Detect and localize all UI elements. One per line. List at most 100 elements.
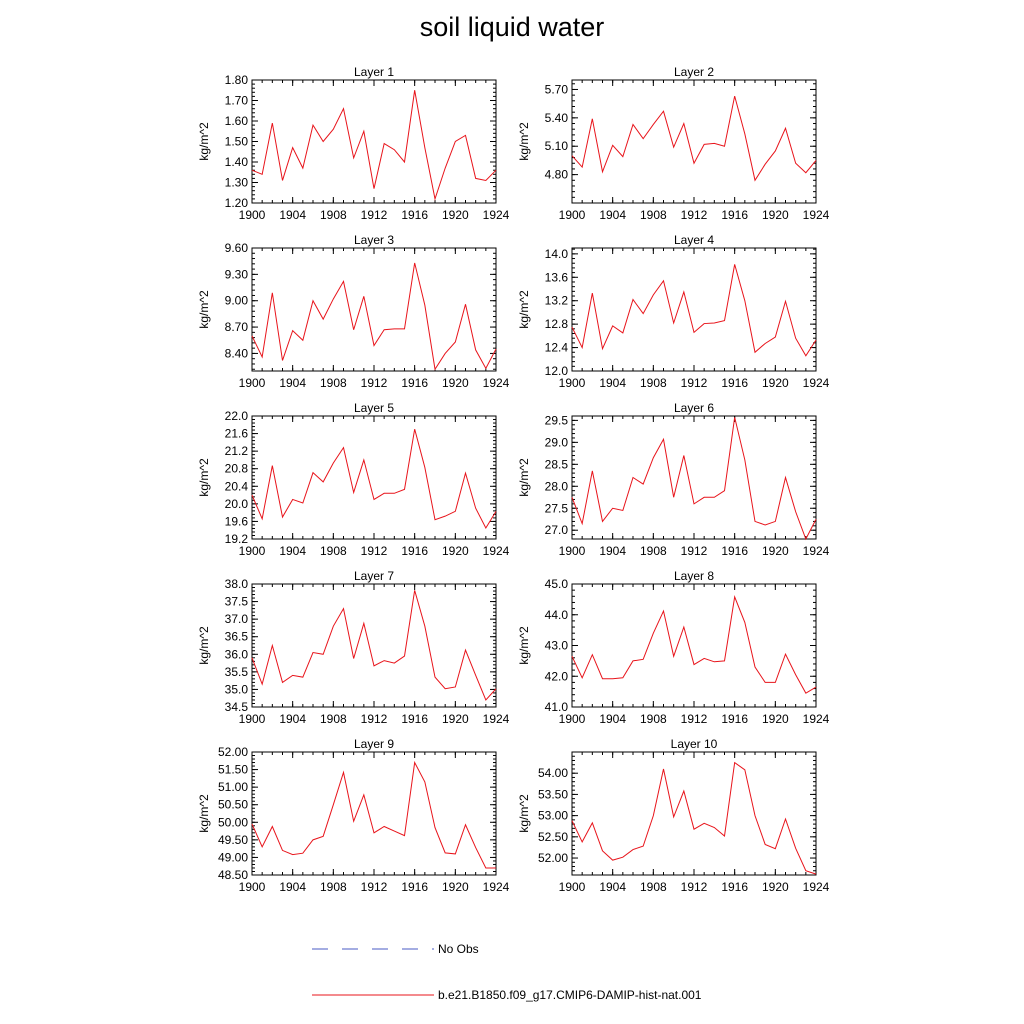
x-tick-label: 1900 — [559, 544, 586, 558]
x-tick-label: 1920 — [762, 208, 789, 222]
x-tick-label: 1912 — [681, 544, 708, 558]
y-axis-label: kg/m^2 — [197, 290, 211, 329]
x-tick-label: 1924 — [483, 712, 510, 726]
y-tick-label: 45.0 — [545, 577, 569, 591]
panel-layer-8: Layer 8 1900 1904 1908 1912 1916 1920 1924 41.0 4… — [517, 569, 830, 726]
x-tick-label: 1900 — [559, 880, 586, 894]
x-tick-label: 1900 — [239, 880, 266, 894]
panel-title: Layer 1 — [354, 65, 394, 79]
panel-title: Layer 7 — [354, 569, 394, 583]
x-tick-label: 1908 — [640, 208, 667, 222]
plot-frame — [251, 247, 497, 372]
y-tick-label: 29.5 — [545, 413, 569, 427]
y-tick-label: 5.70 — [545, 82, 569, 96]
panel-layer-9: Layer 9 1900 1904 1908 1912 1916 1920 1924 48.50… — [197, 737, 510, 894]
panel-layer-10: Layer 10 1900 1904 1908 1912 1916 1920 1924 52.0… — [517, 737, 830, 894]
x-tick-label: 1924 — [483, 544, 510, 558]
plot-frame — [571, 583, 817, 708]
y-tick-label: 37.0 — [225, 612, 249, 626]
x-tick-label: 1924 — [803, 208, 830, 222]
x-tick-label: 1916 — [721, 712, 748, 726]
x-tick-label: 1916 — [721, 544, 748, 558]
y-axis-label: kg/m^2 — [517, 458, 531, 497]
y-tick-label: 53.50 — [538, 787, 568, 801]
x-tick-label: 1920 — [442, 712, 469, 726]
series-line — [251, 429, 497, 530]
panel-title: Layer 4 — [674, 233, 714, 247]
series-line — [571, 95, 817, 182]
y-tick-label: 52.00 — [218, 745, 248, 759]
y-tick-label: 52.00 — [538, 851, 568, 865]
y-tick-label: 1.60 — [225, 114, 249, 128]
x-tick-label: 1908 — [320, 712, 347, 726]
x-tick-label: 1908 — [640, 544, 667, 558]
y-tick-label: 49.50 — [218, 833, 248, 847]
x-tick-label: 1904 — [279, 712, 306, 726]
plot-frame — [251, 415, 497, 540]
y-tick-label: 49.00 — [218, 850, 248, 864]
x-tick-label: 1908 — [640, 712, 667, 726]
panel-title: Layer 3 — [354, 233, 394, 247]
y-tick-label: 1.40 — [225, 155, 249, 169]
y-tick-label: 13.6 — [545, 270, 569, 284]
y-tick-label: 19.2 — [225, 532, 249, 546]
x-tick-label: 1900 — [559, 712, 586, 726]
x-tick-label: 1920 — [762, 544, 789, 558]
series-line — [571, 417, 817, 541]
panel-layer-7: Layer 7 1900 1904 1908 1912 1916 1920 1924 34.5 3… — [197, 569, 510, 726]
series-line — [251, 262, 497, 371]
x-tick-label: 1916 — [401, 712, 428, 726]
x-tick-label: 1920 — [442, 544, 469, 558]
y-tick-label: 8.40 — [225, 346, 249, 360]
panel-layer-3: Layer 3 1900 1904 1908 1912 1916 1920 1924 8.40 8… — [197, 233, 510, 390]
x-tick-label: 1900 — [239, 208, 266, 222]
y-tick-label: 28.5 — [545, 457, 569, 471]
x-tick-label: 1916 — [401, 376, 428, 390]
y-tick-label: 37.5 — [225, 595, 249, 609]
y-tick-label: 8.70 — [225, 320, 249, 334]
x-tick-label: 1900 — [239, 376, 266, 390]
x-tick-label: 1908 — [320, 376, 347, 390]
plot-frame — [571, 247, 817, 372]
x-tick-label: 1916 — [721, 208, 748, 222]
x-tick-label: 1912 — [361, 544, 388, 558]
y-axis-label: kg/m^2 — [197, 458, 211, 497]
x-tick-label: 1920 — [762, 712, 789, 726]
plot-frame — [251, 751, 497, 876]
y-axis-label: kg/m^2 — [517, 290, 531, 329]
x-tick-label: 1924 — [803, 544, 830, 558]
x-tick-label: 1920 — [442, 208, 469, 222]
panel-layer-6: Layer 6 1900 1904 1908 1912 1916 1920 1924 27.0 2… — [517, 401, 830, 558]
panel-layer-2: Layer 2 1900 1904 1908 1912 1916 1920 1924 4.80 5… — [517, 65, 830, 222]
y-tick-label: 50.00 — [218, 815, 248, 829]
series-line — [571, 264, 817, 357]
panel-layer-4: Layer 4 1900 1904 1908 1912 1916 1920 1924 12.0 1… — [517, 233, 830, 390]
y-tick-label: 1.20 — [225, 196, 249, 210]
y-tick-label: 36.0 — [225, 647, 249, 661]
x-tick-label: 1912 — [681, 376, 708, 390]
y-axis-label: kg/m^2 — [197, 794, 211, 833]
plot-frame — [251, 79, 497, 204]
x-tick-label: 1900 — [559, 208, 586, 222]
x-tick-label: 1904 — [599, 376, 626, 390]
plot-frame — [571, 415, 817, 540]
x-tick-label: 1904 — [279, 208, 306, 222]
x-tick-label: 1916 — [721, 376, 748, 390]
x-tick-label: 1920 — [442, 880, 469, 894]
y-tick-label: 48.50 — [218, 868, 248, 882]
series-line — [251, 590, 497, 701]
y-tick-label: 1.80 — [225, 73, 249, 87]
y-tick-label: 44.0 — [545, 608, 569, 622]
x-tick-label: 1904 — [279, 544, 306, 558]
y-tick-label: 20.4 — [225, 479, 249, 493]
series-line — [571, 595, 817, 694]
x-tick-label: 1912 — [361, 376, 388, 390]
y-tick-label: 12.0 — [545, 364, 569, 378]
x-tick-label: 1912 — [681, 712, 708, 726]
y-tick-label: 1.70 — [225, 94, 249, 108]
y-tick-label: 12.8 — [545, 317, 569, 331]
legend-label: b.e21.B1850.f09_g17.CMIP6-DAMIP-hist-nat… — [438, 988, 702, 1002]
panel-layer-1: Layer 1 1900 1904 1908 1912 1916 1920 1924 1.20 1… — [197, 65, 510, 222]
legend-entry-2: b.e21.B1850.f09_g17.CMIP6-DAMIP-hist-nat… — [312, 988, 702, 1002]
panel-title: Layer 10 — [671, 737, 718, 751]
